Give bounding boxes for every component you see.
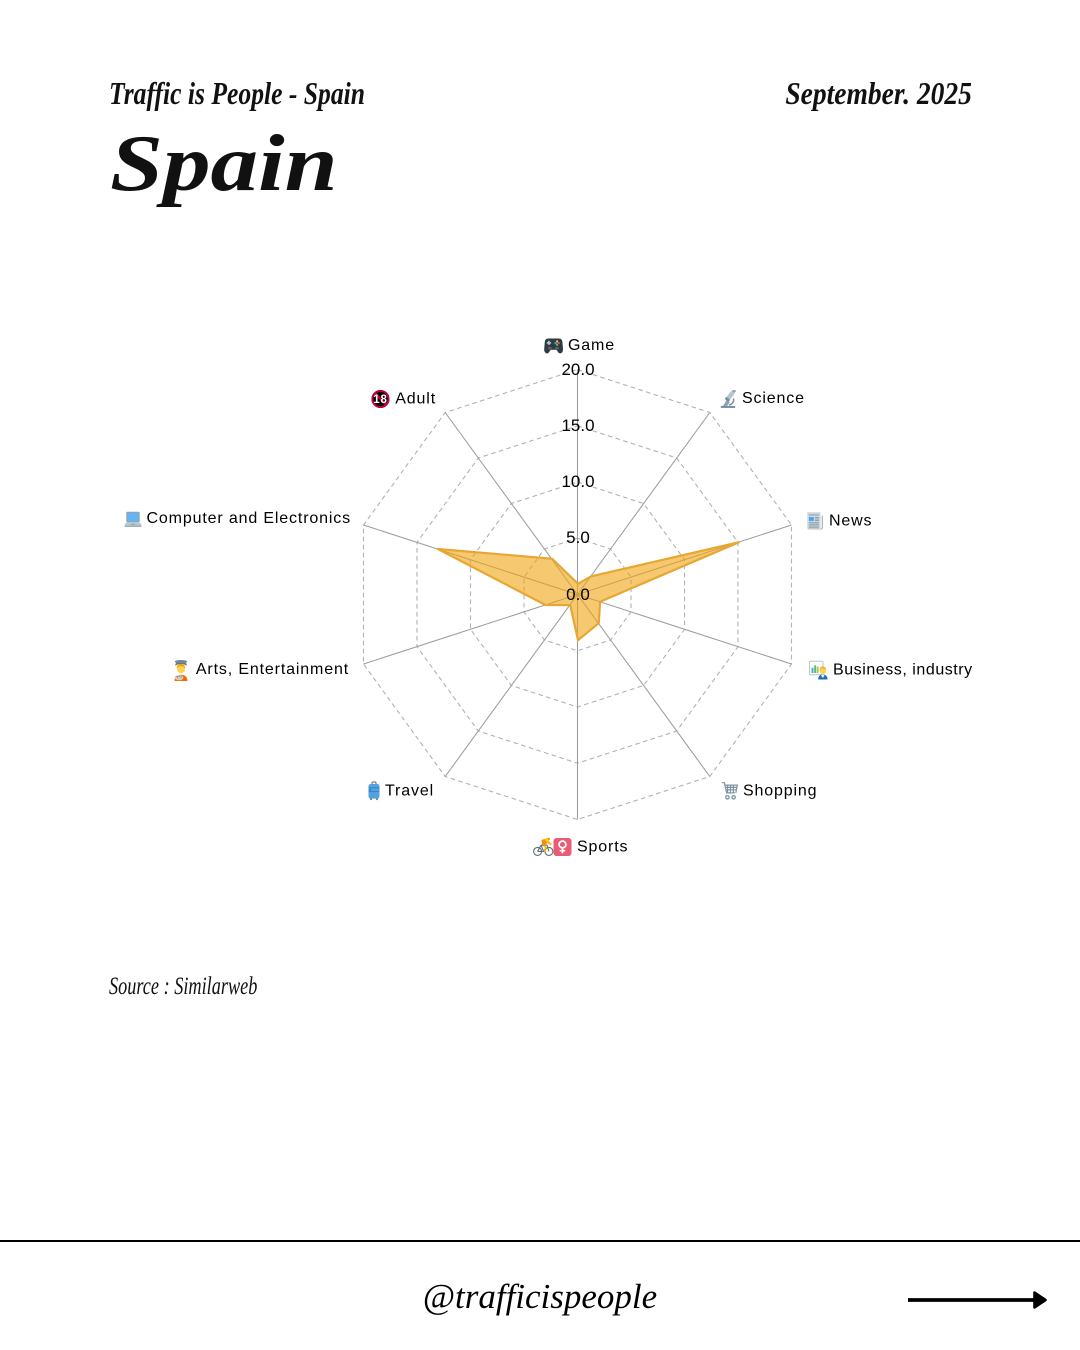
svg-text:18: 18 (374, 394, 389, 406)
